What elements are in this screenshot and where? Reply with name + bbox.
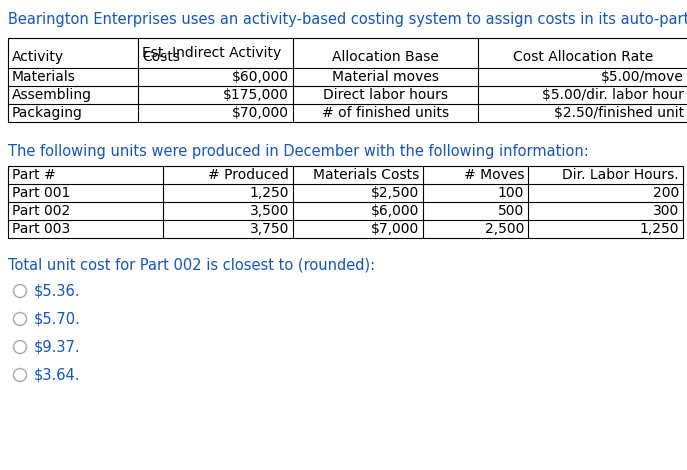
Text: # Produced: # Produced: [208, 168, 289, 182]
Text: 3,500: 3,500: [249, 204, 289, 218]
Text: 2,500: 2,500: [484, 222, 524, 236]
Text: Activity: Activity: [12, 50, 64, 64]
Text: Est. Indirect Activity: Est. Indirect Activity: [142, 46, 281, 60]
Text: Bearington Enterprises uses an activity-based costing system to assign costs in : Bearington Enterprises uses an activity-…: [8, 12, 687, 27]
Text: Assembling: Assembling: [12, 88, 92, 102]
Text: 1,250: 1,250: [640, 222, 679, 236]
Text: 1,250: 1,250: [249, 186, 289, 200]
Text: Cost Allocation Rate: Cost Allocation Rate: [513, 50, 653, 64]
Text: $3.64.: $3.64.: [34, 368, 80, 383]
Text: $60,000: $60,000: [232, 70, 289, 84]
Bar: [8, 38, 687, 122]
Text: 300: 300: [653, 204, 679, 218]
Text: Materials Costs: Materials Costs: [313, 168, 419, 182]
Bar: [8, 166, 683, 238]
Text: # Moves: # Moves: [464, 168, 524, 182]
Text: Part 003: Part 003: [12, 222, 70, 236]
Text: Allocation Base: Allocation Base: [332, 50, 439, 64]
Text: Packaging: Packaging: [12, 106, 83, 120]
Text: $7,000: $7,000: [371, 222, 419, 236]
Text: $2,500: $2,500: [371, 186, 419, 200]
Text: $5.70.: $5.70.: [34, 312, 81, 327]
Text: Costs: Costs: [142, 50, 180, 64]
Text: 200: 200: [653, 186, 679, 200]
Text: Material moves: Material moves: [332, 70, 439, 84]
Text: Direct labor hours: Direct labor hours: [323, 88, 448, 102]
Text: $9.37.: $9.37.: [34, 339, 80, 354]
Text: $5.00/dir. labor hour: $5.00/dir. labor hour: [542, 88, 684, 102]
Text: Part 002: Part 002: [12, 204, 70, 218]
Text: Part #: Part #: [12, 168, 56, 182]
Text: $70,000: $70,000: [232, 106, 289, 120]
Text: # of finished units: # of finished units: [322, 106, 449, 120]
Text: 100: 100: [497, 186, 524, 200]
Text: The following units were produced in December with the following information:: The following units were produced in Dec…: [8, 144, 589, 159]
Text: Total unit cost for Part 002 is closest to (rounded):: Total unit cost for Part 002 is closest …: [8, 258, 375, 273]
Text: Part 001: Part 001: [12, 186, 70, 200]
Text: $5.36.: $5.36.: [34, 283, 80, 298]
Text: $5.00/move: $5.00/move: [601, 70, 684, 84]
Text: 3,750: 3,750: [249, 222, 289, 236]
Text: $6,000: $6,000: [370, 204, 419, 218]
Text: $2.50/finished unit: $2.50/finished unit: [554, 106, 684, 120]
Text: $175,000: $175,000: [223, 88, 289, 102]
Text: 500: 500: [498, 204, 524, 218]
Text: Dir. Labor Hours.: Dir. Labor Hours.: [563, 168, 679, 182]
Text: Materials: Materials: [12, 70, 76, 84]
